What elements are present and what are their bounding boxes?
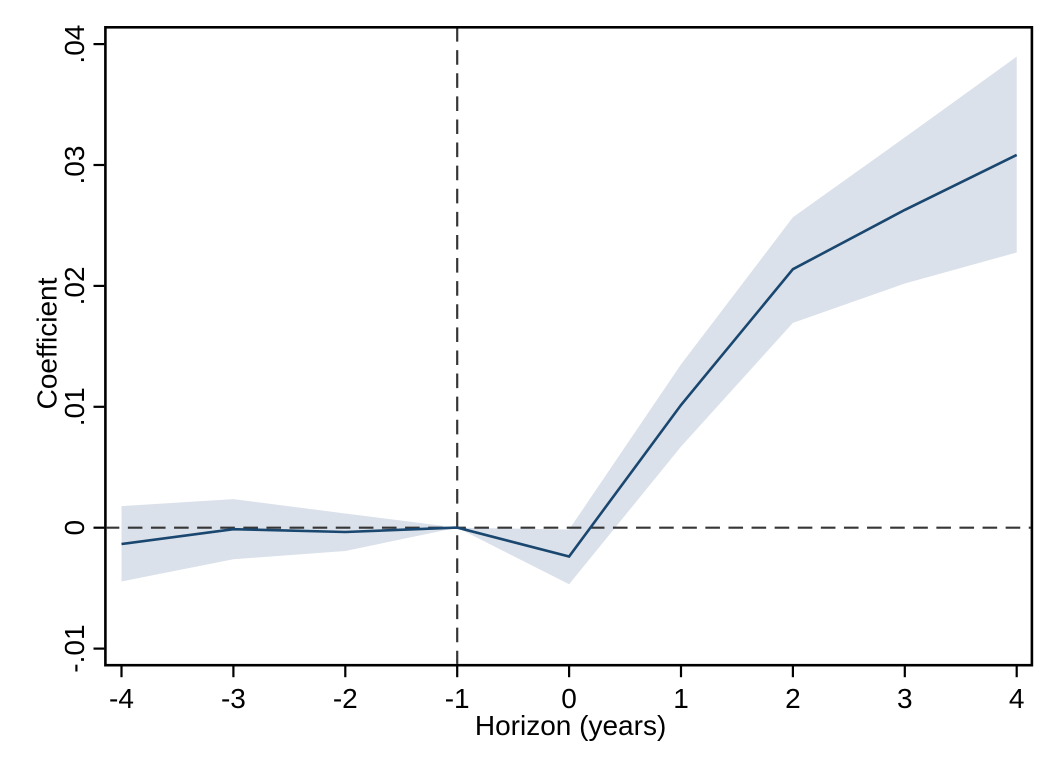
svg-text:-4: -4 (109, 683, 134, 714)
svg-text:-2: -2 (333, 683, 358, 714)
svg-text:-1: -1 (445, 683, 470, 714)
svg-text:0: 0 (561, 683, 577, 714)
svg-text:.04: .04 (59, 25, 90, 64)
svg-text:-.01: -.01 (59, 624, 90, 672)
svg-text:Horizon (years): Horizon (years) (475, 710, 666, 741)
svg-text:4: 4 (1009, 683, 1025, 714)
svg-text:.02: .02 (59, 266, 90, 305)
svg-text:-3: -3 (221, 683, 246, 714)
svg-text:0: 0 (59, 520, 90, 536)
svg-text:3: 3 (897, 683, 913, 714)
svg-text:2: 2 (785, 683, 801, 714)
svg-text:.03: .03 (59, 146, 90, 185)
svg-text:Coefficient: Coefficient (32, 277, 63, 409)
svg-text:.01: .01 (59, 387, 90, 426)
svg-text:1: 1 (673, 683, 689, 714)
